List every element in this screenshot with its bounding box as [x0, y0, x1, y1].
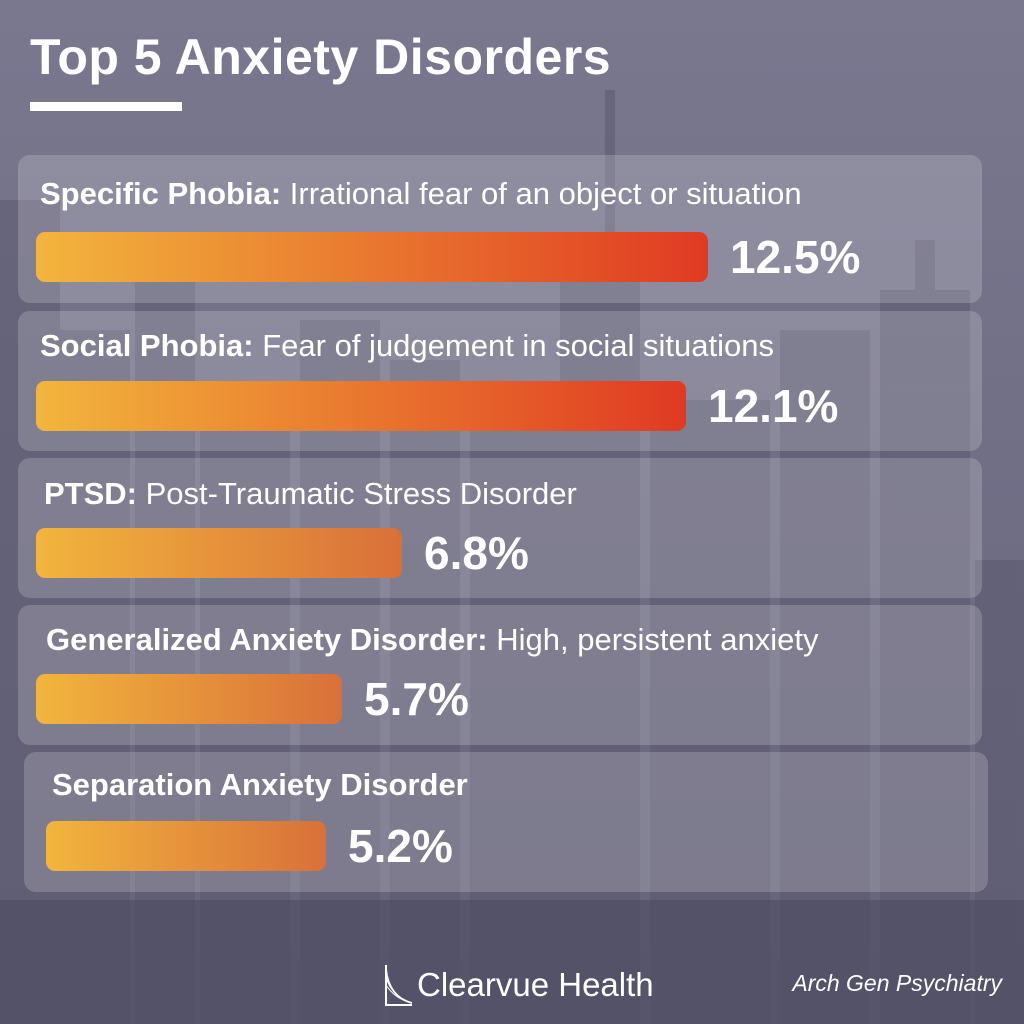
bar [46, 821, 326, 871]
disorder-name: Specific Phobia: [40, 176, 282, 211]
bar-track [36, 381, 686, 431]
brand-name: Clearvue Health [417, 966, 654, 1003]
curve-logo-icon [385, 965, 413, 1006]
bar [36, 381, 686, 431]
bar-label: PTSD: Post-Traumatic Stress Disorder [44, 476, 577, 512]
bar-track [36, 674, 342, 724]
bar-value-label: 6.8% [424, 527, 529, 579]
disorder-name: PTSD: [44, 476, 137, 511]
chart-title: Top 5 Anxiety Disorders [30, 29, 612, 85]
disorder-name: Generalized Anxiety Disorder: [46, 622, 488, 657]
disorder-description: Post-Traumatic Stress Disorder [145, 476, 577, 511]
bar-value-label: 12.5% [730, 231, 861, 283]
bar-value-label: 5.7% [364, 673, 469, 725]
brand: Clearvue Health [383, 962, 654, 1008]
bar-label: Separation Anxiety Disorder [52, 767, 468, 803]
disorder-description: Fear of judgement in social situations [262, 328, 775, 363]
bar-label: Specific Phobia: Irrational fear of an o… [40, 176, 802, 212]
title-underline [30, 102, 182, 111]
bar-label: Social Phobia: Fear of judgement in soci… [40, 328, 774, 364]
bar-track [36, 528, 402, 578]
bar-label: Generalized Anxiety Disorder: High, pers… [46, 622, 818, 658]
disorder-description: Irrational fear of an object or situatio… [289, 176, 802, 211]
bar-value-label: 5.2% [348, 820, 453, 872]
disorder-description: High, persistent anxiety [496, 622, 819, 657]
bar-track [36, 232, 708, 282]
bar-track [46, 821, 326, 871]
disorder-name: Separation Anxiety Disorder [52, 767, 468, 802]
bar [36, 528, 402, 578]
bar-value-label: 12.1% [708, 380, 839, 432]
disorder-name: Social Phobia: [40, 328, 254, 363]
bar [36, 674, 342, 724]
bar [36, 232, 708, 282]
source-citation: Arch Gen Psychiatry [792, 970, 1002, 996]
